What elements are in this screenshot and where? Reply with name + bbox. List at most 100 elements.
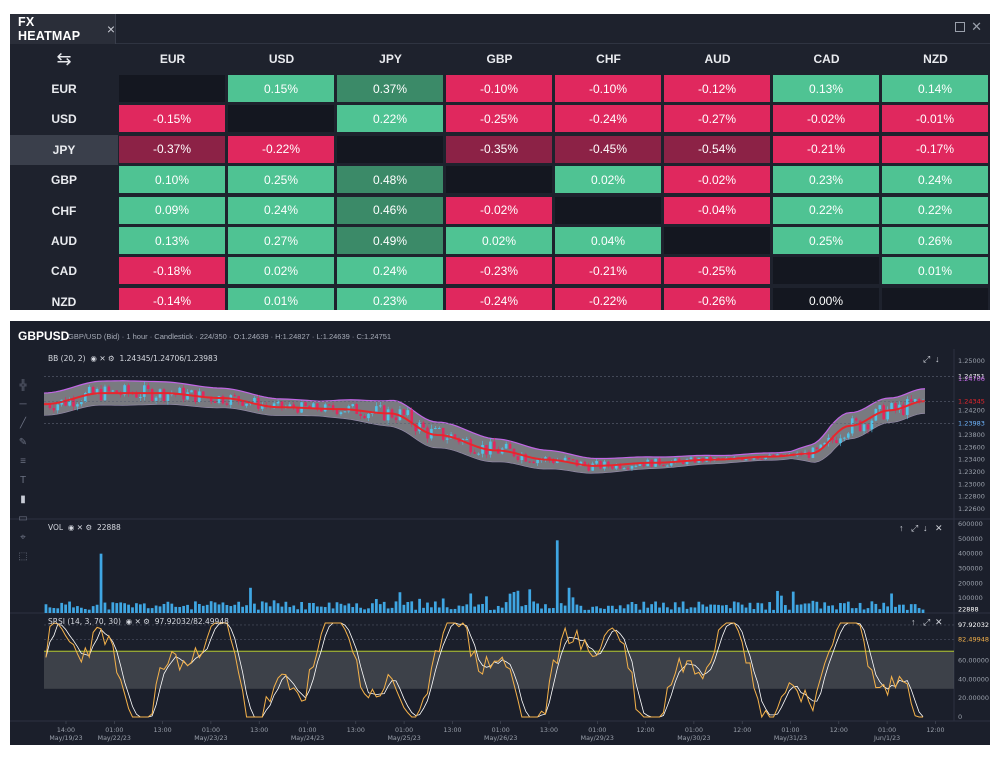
heatmap-cell-gbp-cad[interactable]: 0.23% [772,165,880,195]
heatmap-cell-chf-eur[interactable]: 0.09% [118,195,226,225]
heatmap-cell-jpy-eur[interactable]: -0.37% [118,134,226,164]
heatmap-cell-nzd-chf[interactable]: -0.22% [554,286,662,310]
column-header-gbp[interactable]: GBP [486,52,513,66]
gear-icon[interactable]: ⚙ [85,523,95,532]
heatmap-cell-gbp-jpy[interactable]: 0.48% [336,165,444,195]
tab-fx-heatmap[interactable]: FX HEATMAP × [10,14,116,44]
heatmap-cell-chf-gbp[interactable]: -0.02% [445,195,553,225]
heatmap-cell-nzd-jpy[interactable]: 0.23% [336,286,444,310]
heatmap-row-chf[interactable]: CHF 0.09% 0.24% 0.46% -0.02% -0.04% 0.22% 0.22% [10,195,990,226]
heatmap-row-usd[interactable]: USD -0.15% 0.22% -0.25% -0.24% -0.27% -0.02% -0… [10,104,990,134]
eye-icon[interactable]: ◉ [65,523,77,532]
rectangle-icon[interactable]: ▭ [18,513,28,524]
heatmap-cell-aud-aud[interactable] [663,226,771,255]
maximize-icon[interactable] [955,22,965,32]
heatmap-cell-cad-cad[interactable] [772,256,880,286]
heatmap-cell-gbp-chf[interactable]: 0.02% [554,165,662,195]
heatmap-cell-cad-jpy[interactable]: 0.24% [336,256,444,286]
heatmap-cell-chf-usd[interactable]: 0.24% [227,195,335,225]
eye-icon[interactable]: ◉ [123,617,135,626]
measure-icon[interactable]: ⌖ [20,532,26,543]
heatmap-cell-jpy-gbp[interactable]: -0.35% [445,134,553,164]
swap-arrows-icon[interactable]: ⇆ [56,48,72,69]
heatmap-row-cad[interactable]: CAD -0.18% 0.02% 0.24% -0.23% -0.21% -0.25% 0.0… [10,256,990,286]
column-header-aud[interactable]: AUD [704,52,731,66]
pane-maximize-icon[interactable]: ⤢ [923,617,931,627]
heatmap-cell-eur-eur[interactable] [118,74,226,103]
zoom-icon[interactable]: ⬚ [18,551,28,562]
heatmap-cell-gbp-aud[interactable]: -0.02% [663,165,771,195]
heatmap-cell-jpy-chf[interactable]: -0.45% [554,134,662,164]
heatmap-row-eur[interactable]: EUR 0.15% 0.37% -0.10% -0.10% -0.12% 0.13% 0.14… [10,74,990,104]
column-header-eur[interactable]: EUR [159,52,186,66]
heatmap-cell-nzd-eur[interactable]: -0.14% [118,286,226,310]
horizontal-line-icon[interactable]: ─ [19,399,27,410]
heatmap-cell-cad-aud[interactable]: -0.25% [663,256,771,286]
heatmap-cell-nzd-aud[interactable]: -0.26% [663,286,771,310]
heatmap-row-jpy[interactable]: JPY -0.37% -0.22% -0.35% -0.45% -0.54% -0.21% -… [10,134,990,165]
close-icon[interactable]: ✕ [134,617,144,626]
pane-up-icon[interactable]: ↑ [911,617,916,627]
heatmap-cell-usd-eur[interactable]: -0.15% [118,104,226,134]
heatmap-cell-aud-jpy[interactable]: 0.49% [336,226,444,255]
heatmap-cell-usd-usd[interactable] [227,104,335,134]
gear-icon[interactable]: ⚙ [143,617,153,626]
heatmap-cell-aud-gbp[interactable]: 0.02% [445,226,553,255]
column-header-nzd[interactable]: NZD [923,52,948,66]
eye-icon[interactable]: ◉ [88,354,100,363]
heatmap-cell-nzd-gbp[interactable]: -0.24% [445,286,553,310]
heatmap-cell-chf-aud[interactable]: -0.04% [663,195,771,225]
heatmap-cell-chf-jpy[interactable]: 0.46% [336,195,444,225]
heatmap-cell-jpy-aud[interactable]: -0.54% [663,134,771,164]
heatmap-cell-gbp-usd[interactable]: 0.25% [227,165,335,195]
pane-down-icon[interactable]: ↓ [923,523,928,533]
heatmap-cell-jpy-nzd[interactable]: -0.17% [881,134,989,164]
heatmap-cell-cad-gbp[interactable]: -0.23% [445,256,553,286]
heatmap-cell-aud-cad[interactable]: 0.25% [772,226,880,255]
heatmap-cell-cad-chf[interactable]: -0.21% [554,256,662,286]
gear-icon[interactable]: ⚙ [108,354,118,363]
heatmap-cell-gbp-eur[interactable]: 0.10% [118,165,226,195]
column-header-usd[interactable]: USD [268,52,295,66]
heatmap-cell-usd-jpy[interactable]: 0.22% [336,104,444,134]
heatmap-cell-jpy-cad[interactable]: -0.21% [772,134,880,164]
column-header-chf[interactable]: CHF [596,52,621,66]
heatmap-row-nzd[interactable]: NZD -0.14% 0.01% 0.23% -0.24% -0.22% -0.26% 0.0… [10,286,990,310]
pane-down-icon[interactable]: ↓ [935,354,940,364]
heatmap-cell-aud-nzd[interactable]: 0.26% [881,226,989,255]
heatmap-cell-chf-cad[interactable]: 0.22% [772,195,880,225]
heatmap-cell-chf-nzd[interactable]: 0.22% [881,195,989,225]
heatmap-cell-aud-eur[interactable]: 0.13% [118,226,226,255]
heatmap-cell-chf-chf[interactable] [554,195,662,225]
pencil-icon[interactable]: ✎ [18,437,28,448]
pane-close-icon[interactable]: ✕ [935,617,943,627]
heatmap-row-gbp[interactable]: GBP 0.10% 0.25% 0.48% 0.02% -0.02% 0.23% 0.24% [10,165,990,195]
heatmap-cell-eur-usd[interactable]: 0.15% [227,74,335,103]
crosshair-icon[interactable]: ╬ [19,380,27,391]
heatmap-cell-usd-nzd[interactable]: -0.01% [881,104,989,134]
pane-up-icon[interactable]: ↑ [899,523,904,533]
close-icon[interactable]: ✕ [99,354,108,363]
window-close-icon[interactable]: ✕ [971,19,982,34]
heatmap-row-aud[interactable]: AUD 0.13% 0.27% 0.49% 0.02% 0.04% 0.25% 0.26% [10,226,990,256]
heatmap-cell-eur-chf[interactable]: -0.10% [554,74,662,103]
heatmap-cell-usd-cad[interactable]: -0.02% [772,104,880,134]
pane-close-icon[interactable]: ✕ [935,523,943,533]
heatmap-cell-eur-cad[interactable]: 0.13% [772,74,880,103]
heatmap-cell-nzd-usd[interactable]: 0.01% [227,286,335,310]
close-icon[interactable]: ✕ [76,523,86,532]
heatmap-cell-aud-usd[interactable]: 0.27% [227,226,335,255]
heatmap-cell-jpy-usd[interactable]: -0.22% [227,134,335,164]
heatmap-cell-gbp-gbp[interactable] [445,165,553,195]
heatmap-cell-eur-aud[interactable]: -0.12% [663,74,771,103]
heatmap-cell-nzd-cad[interactable]: 0.00% [772,286,880,310]
heatmap-cell-cad-nzd[interactable]: 0.01% [881,256,989,286]
heatmap-cell-usd-chf[interactable]: -0.24% [554,104,662,134]
column-header-jpy[interactable]: JPY [379,52,402,66]
text-icon[interactable]: T [19,475,27,486]
bar-chart-icon[interactable]: ▮ [20,494,26,505]
pane-maximize-icon[interactable]: ⤢ [911,523,919,533]
heatmap-cell-jpy-jpy[interactable] [336,134,444,164]
heatmap-cell-eur-jpy[interactable]: 0.37% [336,74,444,103]
